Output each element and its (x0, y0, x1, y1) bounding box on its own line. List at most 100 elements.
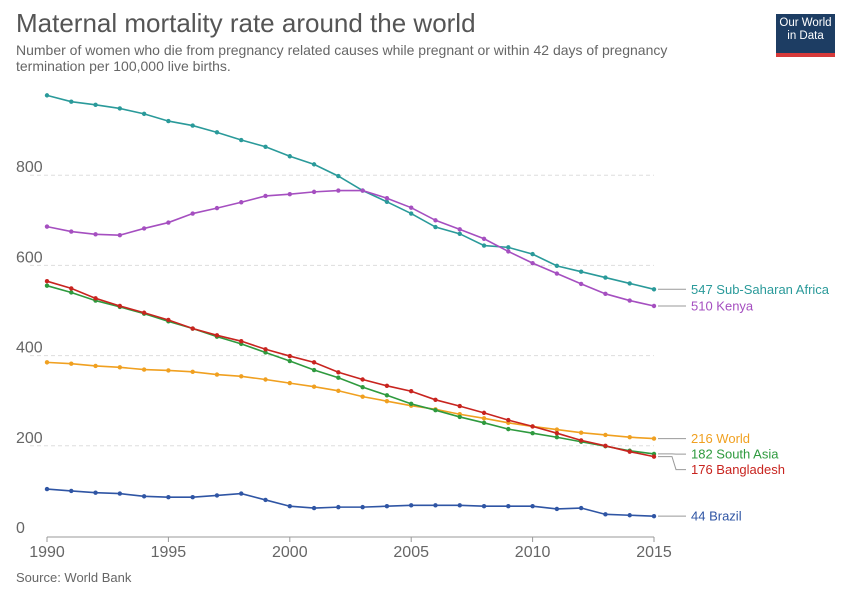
data-point-sub-saharan-africa[interactable] (263, 144, 268, 149)
data-point-world[interactable] (287, 380, 292, 386)
data-point-world[interactable] (214, 372, 220, 377)
data-point-bangladesh[interactable] (481, 410, 487, 416)
data-point-brazil[interactable] (578, 505, 584, 511)
data-point-sub-saharan-africa[interactable] (578, 269, 584, 274)
data-point-brazil[interactable] (627, 513, 632, 518)
data-point-bangladesh[interactable] (627, 449, 632, 454)
data-point-brazil[interactable] (336, 504, 341, 510)
data-point-sub-saharan-africa[interactable] (239, 137, 244, 143)
data-point-south-asia[interactable] (457, 414, 462, 420)
data-point-south-asia[interactable] (433, 407, 438, 413)
data-point-world[interactable] (190, 369, 195, 375)
data-point-bangladesh[interactable] (384, 383, 390, 389)
data-point-south-asia[interactable] (287, 358, 292, 364)
data-point-brazil[interactable] (69, 488, 74, 494)
data-point-bangladesh[interactable] (651, 454, 657, 459)
data-point-bangladesh[interactable] (287, 353, 292, 359)
data-point-sub-saharan-africa[interactable] (214, 130, 220, 135)
data-point-bangladesh[interactable] (457, 403, 462, 409)
data-point-bangladesh[interactable] (263, 347, 268, 352)
data-point-south-asia[interactable] (481, 420, 487, 425)
data-point-kenya[interactable] (409, 205, 414, 210)
data-point-brazil[interactable] (457, 503, 462, 508)
data-point-sub-saharan-africa[interactable] (506, 245, 511, 250)
data-point-sub-saharan-africa[interactable] (190, 123, 195, 128)
data-point-south-asia[interactable] (311, 367, 317, 373)
data-point-kenya[interactable] (117, 232, 123, 238)
series-label-kenya[interactable]: 510 Kenya (691, 298, 754, 313)
owid-logo[interactable]: Our World in Data (776, 14, 835, 57)
data-point-brazil[interactable] (481, 504, 487, 509)
data-point-world[interactable] (384, 398, 390, 404)
data-point-bangladesh[interactable] (69, 286, 74, 291)
data-point-kenya[interactable] (360, 188, 365, 193)
data-point-bangladesh[interactable] (554, 430, 560, 436)
data-point-bangladesh[interactable] (44, 278, 50, 284)
data-point-bangladesh[interactable] (117, 303, 123, 309)
data-point-south-asia[interactable] (409, 401, 414, 407)
data-point-sub-saharan-africa[interactable] (554, 263, 560, 269)
data-point-world[interactable] (311, 384, 317, 389)
data-point-sub-saharan-africa[interactable] (141, 111, 147, 117)
data-point-south-asia[interactable] (554, 435, 560, 440)
data-point-kenya[interactable] (506, 249, 511, 254)
series-label-sub-saharan-africa[interactable]: 547 Sub-Saharan Africa (691, 282, 830, 297)
data-point-bangladesh[interactable] (409, 389, 414, 394)
series-line-brazil[interactable] (46, 488, 655, 517)
data-point-brazil[interactable] (166, 495, 171, 500)
series-label-brazil[interactable]: 44 Brazil (691, 509, 742, 524)
data-point-brazil[interactable] (44, 486, 50, 492)
series-sub-saharan-africa[interactable] (44, 93, 657, 292)
series-brazil[interactable] (44, 486, 657, 519)
data-point-sub-saharan-africa[interactable] (627, 281, 632, 286)
data-point-bangladesh[interactable] (506, 417, 511, 423)
data-point-brazil[interactable] (554, 506, 560, 512)
data-point-world[interactable] (93, 363, 98, 369)
data-point-bangladesh[interactable] (311, 360, 317, 365)
data-point-south-asia[interactable] (44, 283, 50, 288)
data-point-sub-saharan-africa[interactable] (481, 243, 487, 248)
data-point-brazil[interactable] (433, 503, 438, 508)
data-point-sub-saharan-africa[interactable] (44, 93, 50, 98)
data-point-brazil[interactable] (311, 505, 317, 511)
data-point-sub-saharan-africa[interactable] (433, 224, 438, 230)
data-point-sub-saharan-africa[interactable] (69, 99, 74, 104)
data-point-world[interactable] (336, 388, 341, 393)
data-point-sub-saharan-africa[interactable] (117, 106, 123, 111)
data-point-brazil[interactable] (239, 491, 244, 496)
data-point-brazil[interactable] (190, 495, 195, 500)
data-point-brazil[interactable] (384, 504, 390, 509)
data-point-south-asia[interactable] (69, 290, 74, 295)
data-point-sub-saharan-africa[interactable] (530, 251, 535, 257)
data-point-kenya[interactable] (190, 211, 195, 216)
data-point-kenya[interactable] (554, 271, 560, 276)
data-point-bangladesh[interactable] (190, 326, 195, 331)
data-point-world[interactable] (360, 394, 365, 399)
data-point-kenya[interactable] (481, 236, 487, 241)
data-point-kenya[interactable] (239, 200, 244, 205)
data-point-kenya[interactable] (141, 226, 147, 231)
data-point-world[interactable] (554, 427, 560, 432)
data-point-bangladesh[interactable] (166, 317, 171, 323)
data-point-world[interactable] (263, 377, 268, 382)
series-line-sub-saharan-africa[interactable] (46, 94, 655, 291)
data-point-brazil[interactable] (93, 490, 98, 495)
data-point-brazil[interactable] (263, 497, 268, 503)
data-point-world[interactable] (69, 361, 74, 366)
data-point-sub-saharan-africa[interactable] (336, 173, 341, 179)
data-point-sub-saharan-africa[interactable] (166, 118, 171, 124)
data-point-south-asia[interactable] (384, 393, 390, 398)
data-point-world[interactable] (44, 360, 50, 365)
data-point-kenya[interactable] (530, 260, 535, 266)
data-point-bangladesh[interactable] (336, 370, 341, 375)
data-point-kenya[interactable] (603, 291, 608, 297)
data-point-world[interactable] (651, 436, 657, 441)
data-point-sub-saharan-africa[interactable] (93, 102, 98, 108)
data-point-world[interactable] (141, 367, 147, 372)
data-point-bangladesh[interactable] (239, 338, 244, 344)
data-point-bangladesh[interactable] (93, 296, 98, 301)
data-point-kenya[interactable] (384, 196, 390, 201)
series-line-kenya[interactable] (46, 189, 655, 307)
data-point-sub-saharan-africa[interactable] (287, 154, 292, 159)
data-point-sub-saharan-africa[interactable] (457, 231, 462, 237)
